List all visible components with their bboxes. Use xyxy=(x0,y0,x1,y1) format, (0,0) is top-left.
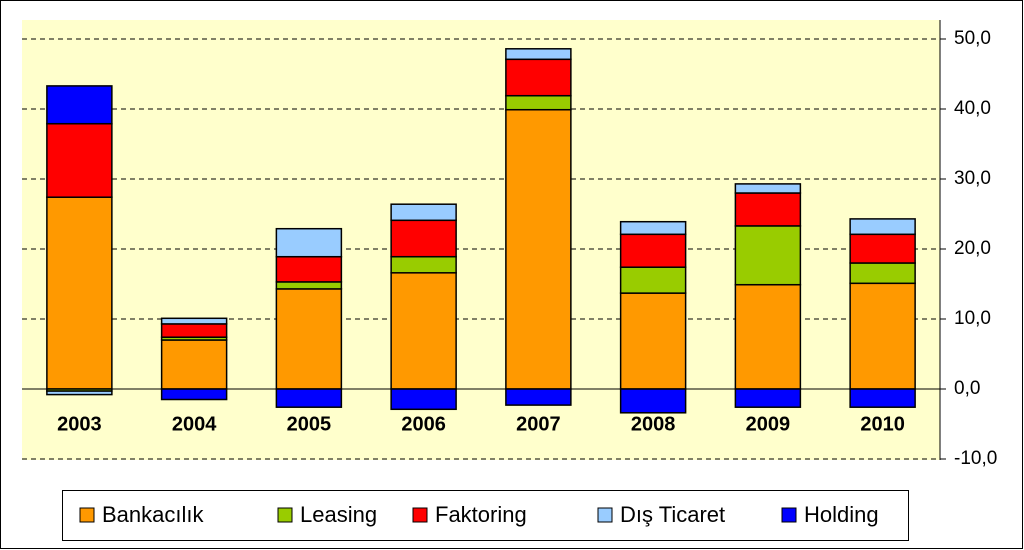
x-tick-label: 2010 xyxy=(860,413,905,435)
legend-swatch xyxy=(412,507,428,523)
bar-segment xyxy=(46,196,113,390)
bar-segment xyxy=(619,233,687,268)
bar-segment xyxy=(46,390,113,396)
bar-segment xyxy=(275,227,343,258)
bar-segment xyxy=(390,219,457,258)
bar-segment xyxy=(734,225,802,286)
legend-swatch xyxy=(597,507,613,523)
bar-segment xyxy=(275,388,343,408)
y-tick-label: 0,0 xyxy=(954,378,980,399)
bar-segment xyxy=(275,288,343,390)
x-tick-label: 2009 xyxy=(746,413,791,435)
bar-segment xyxy=(390,255,457,274)
bar-segment xyxy=(505,388,572,406)
bar-segment xyxy=(734,183,802,194)
x-tick-label: 2004 xyxy=(172,413,217,435)
legend-swatch xyxy=(781,507,797,523)
bar-segment xyxy=(275,281,343,290)
legend-swatch xyxy=(277,507,293,523)
y-tick-label: 10,0 xyxy=(954,308,991,329)
bar-segment xyxy=(849,282,916,390)
bar-segment xyxy=(390,388,457,411)
x-tick-label: 2007 xyxy=(516,413,561,435)
bar-segment xyxy=(505,108,572,390)
bar-segment xyxy=(849,233,916,264)
bar-segment xyxy=(734,388,802,408)
plot-area xyxy=(22,20,940,460)
bar-segment xyxy=(619,388,687,414)
y-tick-label: 40,0 xyxy=(954,98,991,119)
bar-segment xyxy=(390,203,457,222)
y-tick-label: 20,0 xyxy=(954,238,991,259)
bar-segment xyxy=(160,339,228,390)
bar-segment xyxy=(619,220,687,236)
y-tick-label: 30,0 xyxy=(954,168,991,189)
bar-segment xyxy=(619,292,687,390)
legend-label: Bankacılık xyxy=(102,502,204,527)
legend-label: Faktoring xyxy=(435,502,527,527)
bar-segment xyxy=(46,85,113,125)
bar-segment xyxy=(505,94,572,111)
legend-swatch xyxy=(79,507,95,523)
bar-segment xyxy=(505,48,572,61)
legend-label: Holding xyxy=(804,502,879,527)
bar-segment xyxy=(734,192,802,227)
bar-segment xyxy=(505,58,572,97)
legend-label: Leasing xyxy=(300,502,377,527)
bar-segment xyxy=(160,388,228,401)
bar-segment xyxy=(390,272,457,390)
bar-segment xyxy=(849,388,916,408)
x-tick-label: 2003 xyxy=(57,413,102,435)
y-tick-label: -10,0 xyxy=(954,448,997,469)
bar-segment xyxy=(849,218,916,236)
bar-segment xyxy=(160,317,228,325)
x-tick-label: 2005 xyxy=(287,413,332,435)
bar-segment xyxy=(160,323,228,338)
bar-segment xyxy=(849,262,916,285)
bar-segment xyxy=(734,283,802,390)
bar-segment xyxy=(619,266,687,294)
legend xyxy=(62,490,909,541)
x-tick-label: 2008 xyxy=(631,413,676,435)
legend-label: Dış Ticaret xyxy=(620,502,725,527)
y-tick-label: 50,0 xyxy=(954,28,991,49)
x-tick-label: 2006 xyxy=(401,413,446,435)
bar-segment xyxy=(275,255,343,283)
bar-segment xyxy=(46,122,113,198)
